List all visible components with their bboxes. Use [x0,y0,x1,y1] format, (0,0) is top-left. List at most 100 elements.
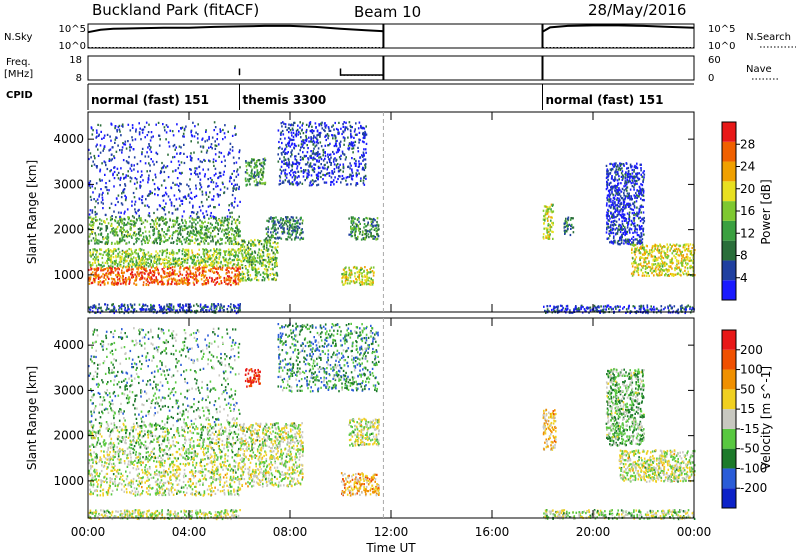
range-cell-1469 [185,257,187,261]
range-cell-3423 [275,237,277,240]
range-cell-805 [207,282,210,285]
range-cell-2146 [180,225,183,228]
range-cell-1481 [229,252,232,256]
range-cell-4035 [350,130,352,133]
range-cell-4534 [606,304,609,307]
range-cell-2286 [115,150,118,153]
range-cell-4097 [284,168,287,171]
range-cell-3258 [258,159,261,162]
range-cell-1779 [92,224,95,227]
range-cell-874 [213,266,215,269]
range-cell-742 [191,276,194,279]
range-cell-1021 [140,262,142,265]
range-cell-2998 [260,243,263,246]
range-cell-1880 [127,233,129,236]
range-cell-1144 [115,261,117,265]
range-cell-231 [220,303,222,306]
range-cell-475 [176,279,179,282]
range-cell-3069 [260,264,263,267]
range-cell-2924 [269,239,272,242]
range-cell-4128 [305,139,308,143]
range-cell-2606 [124,199,127,202]
range-cell-2174 [181,218,183,221]
range-cell-2244 [155,160,158,164]
range-cell-750 [174,279,177,282]
range-cell-4212 [324,163,326,166]
range-cell-813 [141,271,143,274]
range-cell-398 [110,271,112,275]
range-cell-4047 [282,181,285,184]
range-cell-2053 [145,236,148,239]
range-cell-4044 [327,165,330,168]
range-cell-2313 [195,184,197,187]
range-cell-1394 [131,252,134,255]
range-cell-4840 [549,225,551,228]
range-cell-4267 [342,283,344,286]
range-cell-2589 [135,130,137,133]
range-cell-150 [234,305,237,308]
range-cell-4738 [593,304,596,307]
range-cell-4301 [364,266,366,269]
range-cell-2507 [222,128,224,132]
range-cell-3141 [248,248,251,251]
range-cell-4893 [567,217,569,220]
range-cell-4618 [581,304,583,307]
range-cell-811 [148,281,151,284]
range-cell-338 [121,269,123,272]
range-cell-176 [153,307,155,310]
range-cell-3800 [354,133,357,136]
range-cell-2217 [142,128,145,131]
range-cell-2330 [95,200,97,203]
range-cell-2153 [168,229,170,232]
range-cell-4183 [302,175,305,178]
range-cell-556 [103,268,105,271]
range-cell-1141 [211,260,213,263]
range-cell-4443 [370,233,372,236]
range-cell-4365 [354,275,356,278]
range-cell-3094 [250,253,252,256]
range-cell-2356 [131,139,134,142]
range-cell-2482 [239,166,241,169]
range-cell-30 [210,308,213,311]
range-cell-417 [175,281,178,284]
range-cell-1848 [149,223,152,226]
range-cell-3604 [311,179,314,182]
range-cell-3199 [246,246,249,249]
range-cell-4037 [290,138,293,141]
range-cell-2147 [141,243,143,246]
range-cell-4795 [542,237,545,240]
range-cell-4575 [610,306,612,309]
range-cell-2874 [190,131,192,134]
range-cell-4101 [300,129,303,132]
range-cell-125 [98,303,100,306]
range-cell-2047 [172,225,175,228]
range-cell-588 [113,278,116,281]
range-cell-4326 [363,282,366,285]
range-cell-1926 [187,242,190,245]
range-cell-1303 [110,258,113,262]
range-cell-4512 [352,220,355,223]
range-cell-3027 [240,252,243,255]
range-cell-4313 [370,281,372,284]
range-cell-3958 [334,144,337,147]
range-cell-4599 [680,309,682,312]
range-cell-2771 [233,170,235,173]
range-cell-2454 [90,198,93,201]
range-cell-4671 [681,306,684,310]
range-cell-4471 [365,216,367,220]
range-cell-1348 [158,256,160,259]
range-cell-2512 [183,161,186,165]
range-cell-1827 [196,238,199,241]
range-cell-2267 [180,172,182,175]
range-cell-4079 [337,147,340,150]
range-cell-4452 [368,236,370,239]
range-cell-2303 [129,129,132,132]
range-cell-3933 [329,142,331,145]
range-cell-1217 [112,250,115,253]
range-cell-2363 [116,167,119,170]
range-cell-4454 [367,223,369,226]
range-cell-265 [121,303,123,306]
range-cell-3817 [350,144,352,147]
range-cell-4268 [359,271,361,274]
range-cell-4143 [313,168,316,171]
